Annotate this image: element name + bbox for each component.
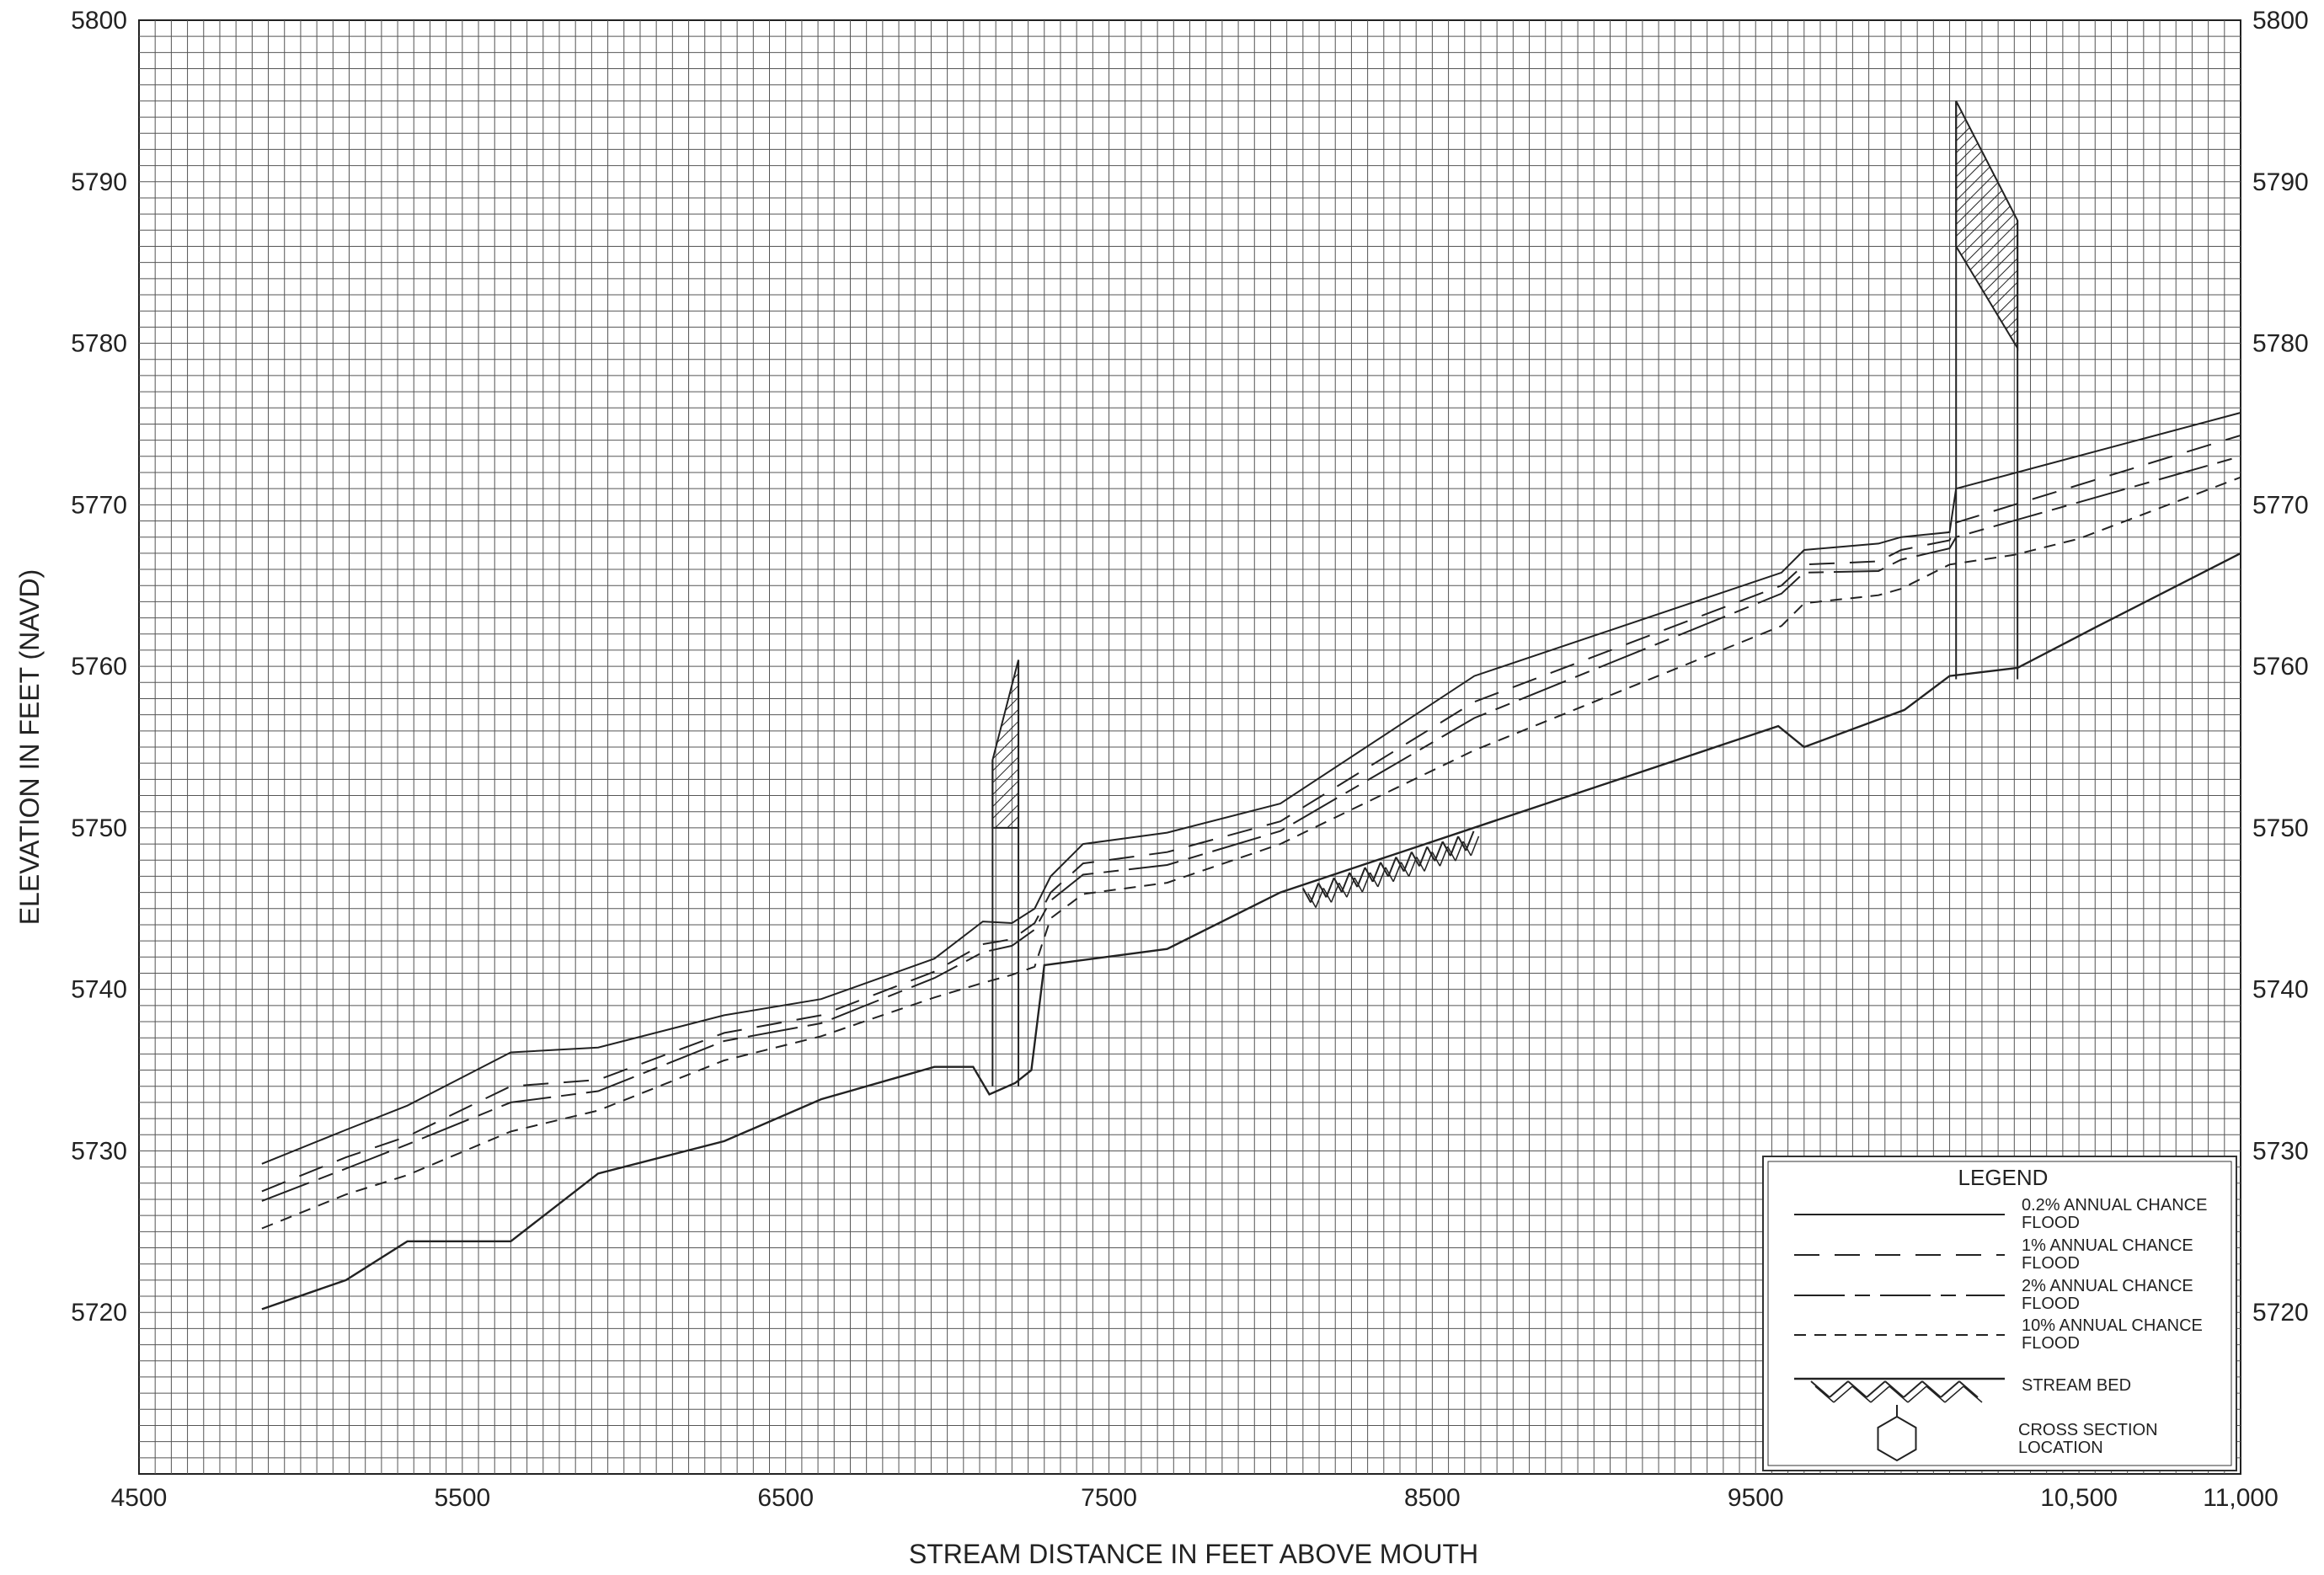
stream-bed-hatch <box>1310 883 1320 903</box>
legend-label: FLOOD <box>2022 1295 2080 1313</box>
y-tick-label-left: 5740 <box>71 976 127 1004</box>
y-tick-label-right: 5730 <box>2252 1137 2309 1165</box>
x-tick-label: 10,500 <box>2040 1484 2118 1512</box>
stream-bed-hatch <box>1317 882 1328 898</box>
y-tick-label-left: 5720 <box>71 1299 127 1327</box>
stream-bed-hatch <box>1457 836 1467 852</box>
profile-line-p02 <box>261 412 2241 1165</box>
stream-bed-hatch <box>1387 857 1397 878</box>
legend-bed-hatch <box>1829 1380 1849 1398</box>
y-tick-label-right: 5800 <box>2252 7 2309 35</box>
y-tick-label-right: 5750 <box>2252 814 2309 842</box>
stream-bed-hatch <box>1340 872 1351 893</box>
stream-bed-hatch <box>1364 867 1374 883</box>
y-tick-label-right: 5780 <box>2252 330 2309 358</box>
legend-bed-hatch <box>1833 1385 1853 1403</box>
y-axis-ticks: 5720 5720 5730 5730 5740 5740 5750 5750 5760 5760… <box>71 7 2309 1327</box>
legend-bed-hatch <box>1866 1380 1886 1398</box>
flood-profiles <box>261 412 2241 1311</box>
legend-label: FLOOD <box>2022 1254 2080 1273</box>
stream-bed-hatch <box>1418 846 1429 867</box>
y-tick-label-right: 5790 <box>2252 168 2309 196</box>
legend-bed-hatch <box>1810 1380 1830 1398</box>
y-tick-label-right: 5770 <box>2252 491 2309 519</box>
legend-frame-inner <box>1767 1161 2232 1466</box>
x-axis-title: STREAM DISTANCE IN FEET ABOVE MOUTH <box>909 1539 1478 1569</box>
stream-bed-hatch <box>1470 836 1480 857</box>
stream-bed-hatch <box>1356 867 1366 888</box>
profile-line-p2 <box>261 455 2241 1202</box>
legend-bed-hatch <box>1847 1380 1867 1398</box>
x-tick-label: 4500 <box>111 1484 168 1512</box>
legend-bed-hatch <box>1907 1385 1927 1403</box>
legend-label: 2% ANNUAL CHANCE <box>2022 1277 2193 1295</box>
y-axis-title: ELEVATION IN FEET (NAVD) <box>14 569 45 926</box>
y-tick-label-left: 5760 <box>71 653 127 681</box>
stream-bed-hatch <box>1380 862 1390 878</box>
stream-bed-hatch <box>1426 846 1436 862</box>
legend-frame <box>1762 1156 2237 1471</box>
legend-label: CROSS SECTION <box>2018 1421 2158 1439</box>
legend-label: LOCATION <box>2018 1439 2103 1457</box>
legend-bed-hatch <box>1889 1385 1909 1403</box>
x-tick-label: 8500 <box>1404 1484 1461 1512</box>
y-tick-label-right: 5760 <box>2252 653 2309 681</box>
legend-bed-hatch <box>1884 1380 1905 1398</box>
legend-bed-hatch <box>1870 1385 1890 1403</box>
legend-bed-hatch <box>1958 1380 1979 1398</box>
stream-bed-hatch <box>1371 862 1381 883</box>
legend-label: 1% ANNUAL CHANCE <box>2022 1236 2193 1255</box>
stream-bed-hatch <box>1333 877 1343 893</box>
legend-label: FLOOD <box>2022 1334 2080 1353</box>
stream-bed-hatch <box>1434 841 1444 862</box>
stream-bed-hatch <box>1349 872 1359 888</box>
legend-title: LEGEND <box>1958 1165 2049 1190</box>
profile-line-p10 <box>261 476 2241 1230</box>
stream-bed-hatch <box>1441 841 1451 857</box>
x-tick-label: 7500 <box>1081 1484 1137 1512</box>
profile-line-bed <box>261 552 2241 1311</box>
profile-line-p1 <box>261 434 2241 1193</box>
legend-bed-hatch <box>1926 1385 1946 1403</box>
stream-bed-hatch <box>1410 852 1420 867</box>
y-tick-label-left: 5780 <box>71 330 127 358</box>
legend-bed-hatch <box>1921 1380 1942 1398</box>
legend-bed-hatch <box>1903 1380 1923 1398</box>
stream-bed-hatch <box>1301 888 1312 904</box>
stream-bed-hatch <box>1402 852 1413 872</box>
legend-label: STREAM BED <box>2022 1376 2131 1395</box>
y-tick-label-left: 5750 <box>71 814 127 842</box>
legend-bed-hatch <box>1814 1385 1835 1403</box>
stream-bed-hatch <box>1325 877 1335 898</box>
structures <box>991 100 2019 1086</box>
x-axis-ticks: 4500 5500 6500 7500 8500 9500 10,500 11,000 <box>111 1484 2279 1512</box>
x-tick-label: 5500 <box>434 1484 490 1512</box>
legend-bed-hatch <box>1940 1380 1960 1398</box>
legend-bed-hatch <box>1963 1385 1983 1403</box>
y-tick-label-left: 5790 <box>71 168 127 196</box>
stream-bed-hatch <box>1395 857 1405 873</box>
legend-label: 10% ANNUAL CHANCE <box>2022 1316 2203 1335</box>
y-tick-label-left: 5770 <box>71 491 127 519</box>
x-tick-label: 11,000 <box>2203 1484 2279 1512</box>
y-tick-label-left: 5800 <box>71 7 127 35</box>
x-tick-label: 6500 <box>757 1484 814 1512</box>
y-tick-label-right: 5720 <box>2252 1299 2309 1327</box>
y-tick-label-left: 5730 <box>71 1137 127 1165</box>
legend-label: 0.2% ANNUAL CHANCE <box>2022 1196 2207 1215</box>
stream-bed-hatch <box>1465 830 1475 852</box>
cross-section-icon <box>1877 1415 1917 1462</box>
x-tick-label: 9500 <box>1728 1484 1784 1512</box>
legend-bed-hatch <box>1944 1385 1964 1403</box>
legend-label: FLOOD <box>2022 1214 2080 1232</box>
legend-bed-hatch <box>1851 1385 1872 1403</box>
y-tick-label-right: 5740 <box>2252 976 2309 1004</box>
stream-bed-hatch <box>1449 836 1460 857</box>
